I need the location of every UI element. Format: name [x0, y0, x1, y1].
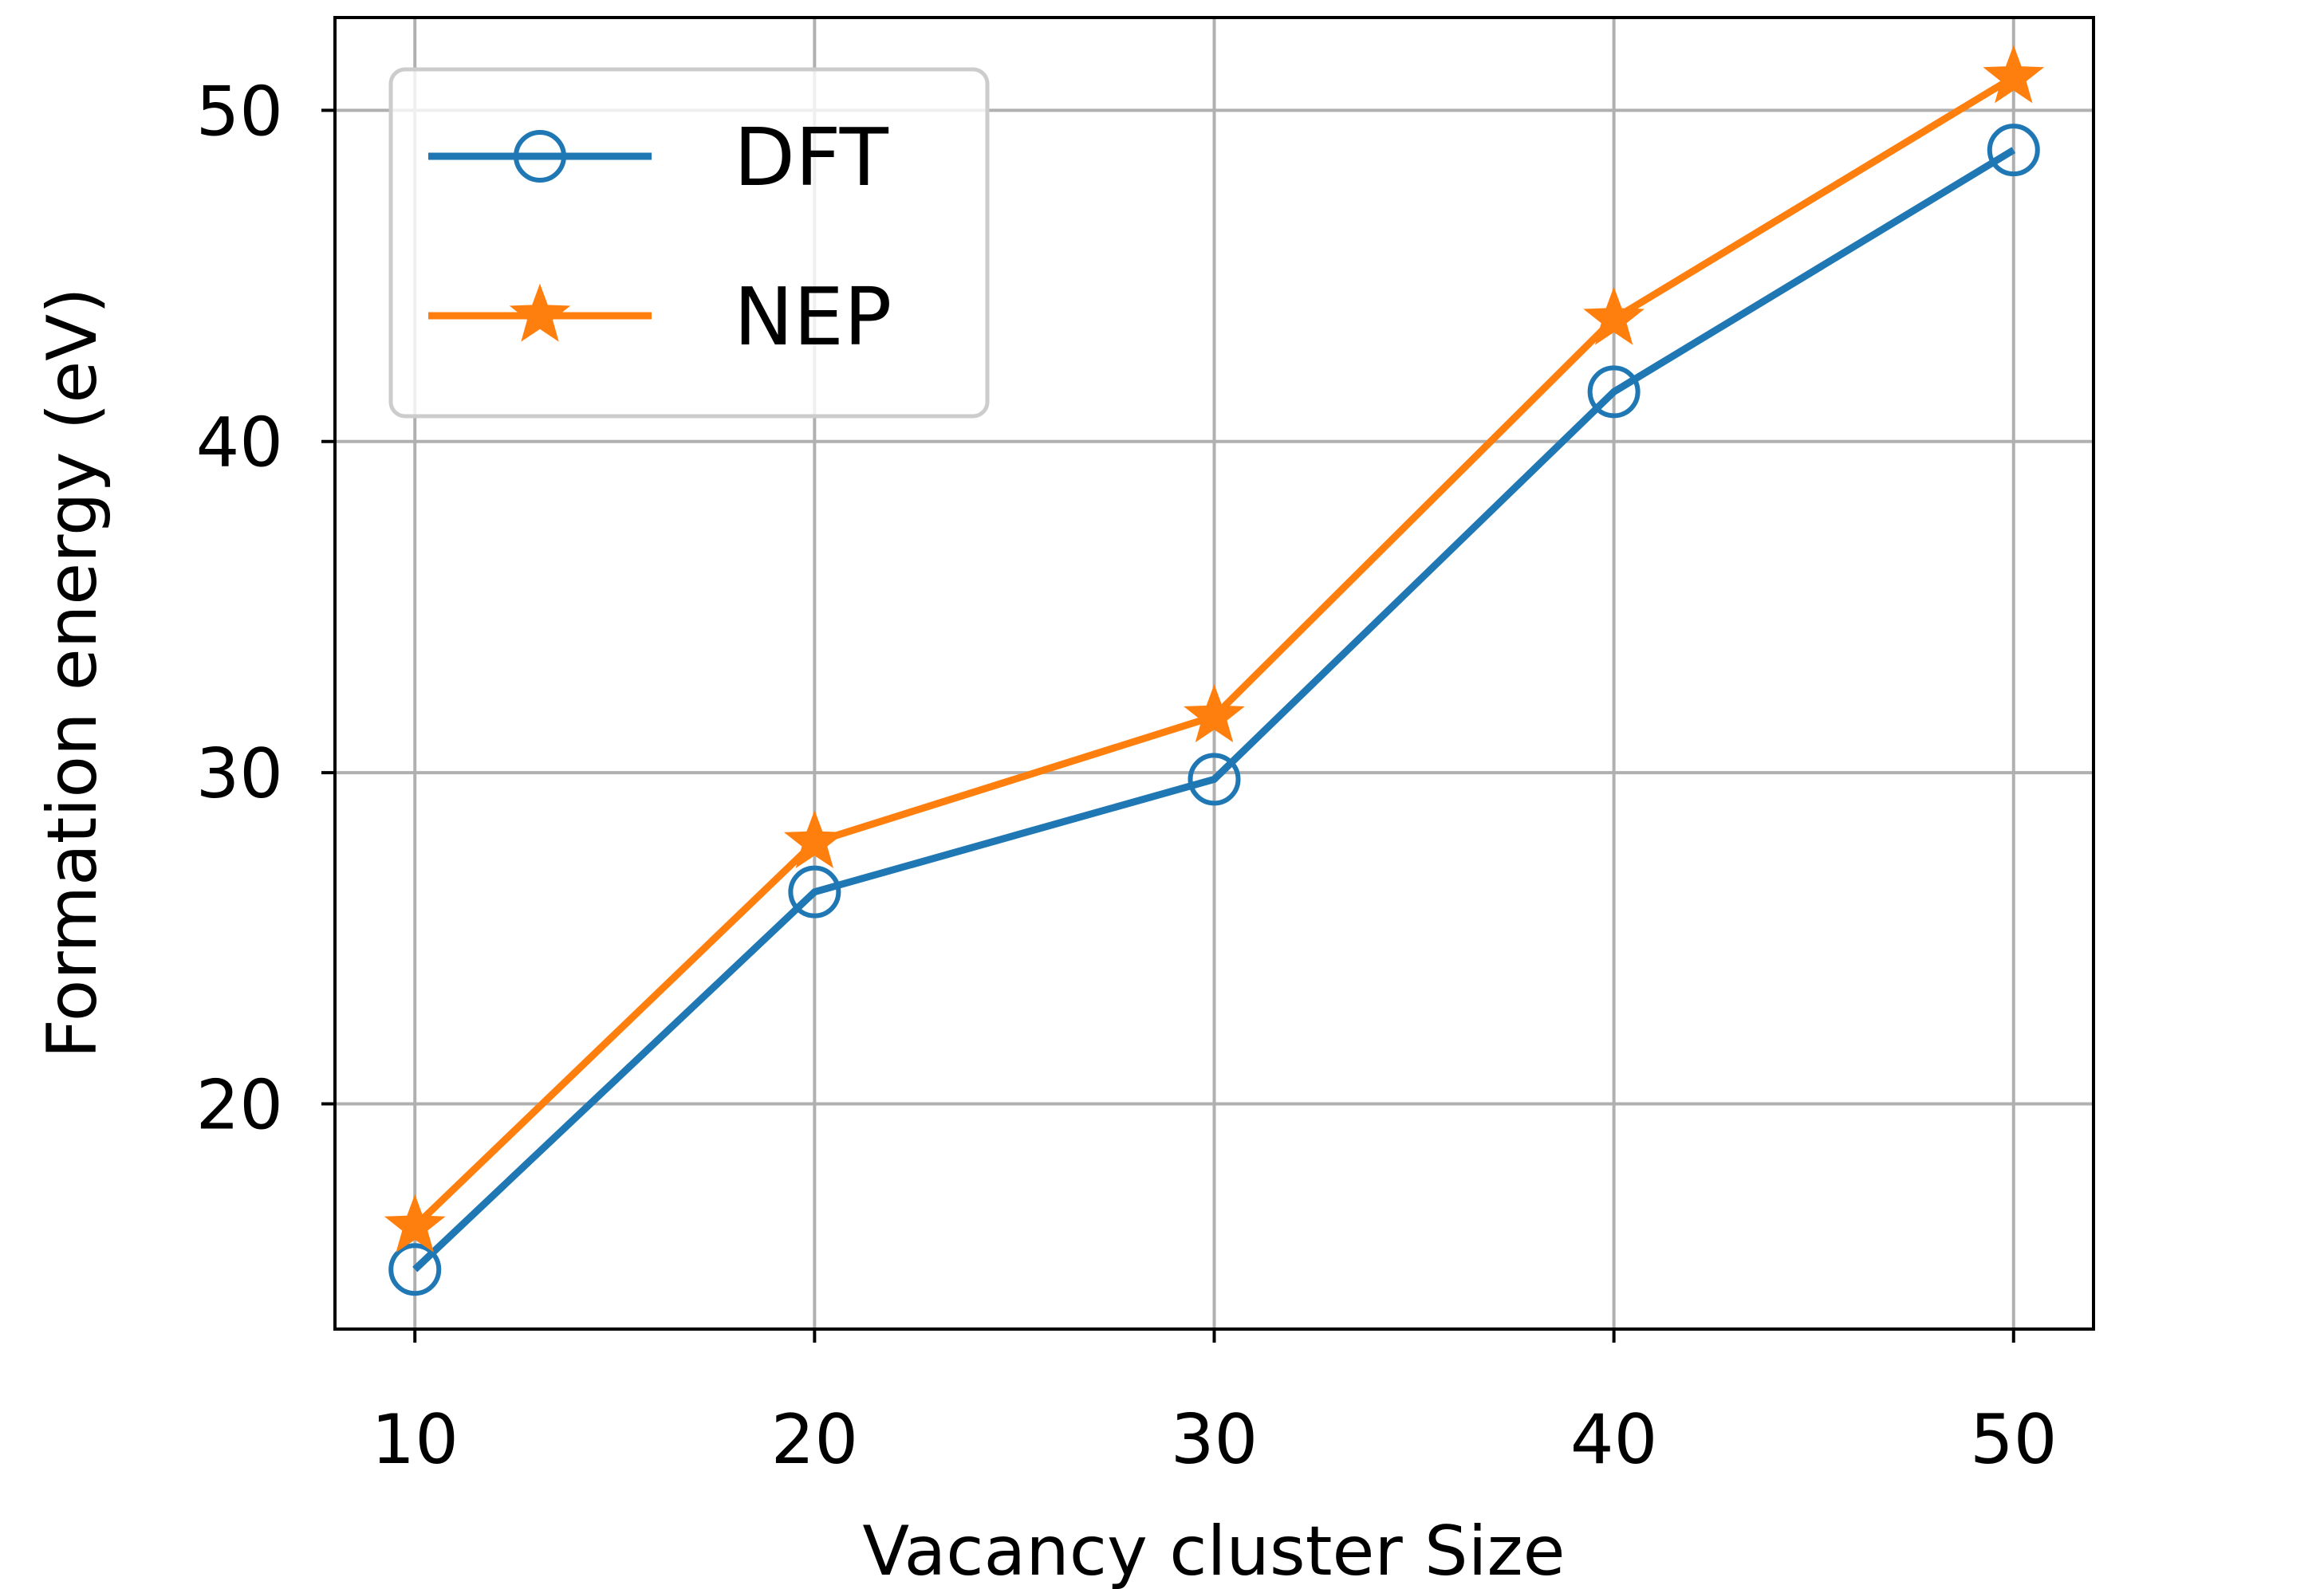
point-dft — [788, 865, 841, 918]
x-tick-label: 30 — [1171, 1400, 1258, 1480]
x-tick-label: 50 — [1970, 1400, 2057, 1480]
legend-marker-dft — [514, 130, 566, 183]
point-dft — [1188, 753, 1241, 806]
y-tick-label: 30 — [196, 734, 283, 814]
y-tick-label: 20 — [196, 1066, 283, 1146]
y-tick-label: 40 — [196, 403, 283, 483]
point-dft — [1987, 124, 2040, 177]
point-nep — [384, 1194, 446, 1253]
x-tick-label: 20 — [771, 1400, 858, 1480]
legend-marker-nep — [509, 283, 571, 342]
point-dft — [388, 1243, 442, 1296]
point-dft — [1587, 365, 1641, 419]
point-nep — [783, 810, 845, 869]
x-axis-title: Vacancy cluster Size — [862, 1512, 1565, 1589]
point-nep — [1983, 45, 2045, 104]
legend-box — [388, 67, 990, 419]
y-axis-title: Formation energy (eV) — [33, 287, 112, 1058]
x-tick-label: 40 — [1570, 1400, 1657, 1480]
series-line-dft — [412, 147, 2016, 1272]
ticks-layer: 10 20 30 40 50 20 30 40 50 — [196, 72, 2058, 1480]
legend: DFT NEP — [388, 67, 990, 419]
legend-label-dft: DFT — [734, 111, 889, 204]
legend-label-nep: NEP — [734, 270, 892, 364]
y-tick-label: 50 — [196, 72, 283, 151]
point-nep — [1184, 684, 1245, 743]
point-nep — [1583, 286, 1645, 345]
series-layer — [384, 45, 2045, 1296]
x-tick-label: 10 — [372, 1400, 459, 1480]
